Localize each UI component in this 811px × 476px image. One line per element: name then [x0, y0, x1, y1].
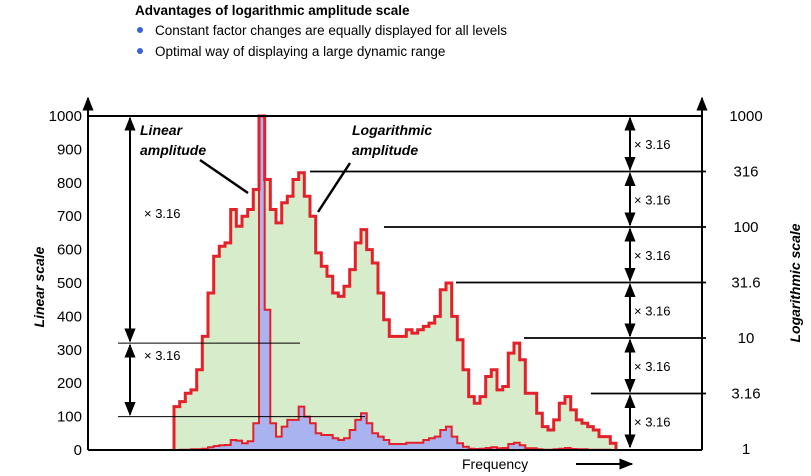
x-axis-label: Frequency — [462, 456, 528, 472]
y-axis-right-label: Logarithmic scale — [787, 223, 803, 342]
left-tick-label: 1000 — [49, 108, 82, 125]
log-pointer-line — [316, 162, 352, 213]
linear-amplitude-fill — [174, 116, 616, 450]
left-tick-label: 900 — [57, 141, 82, 158]
left-tick-label: 300 — [57, 342, 82, 359]
left-tick-label: 400 — [57, 308, 82, 325]
log-amplitude-label: amplitude — [352, 142, 418, 158]
bullet-text: Constant factor changes are equally disp… — [155, 23, 507, 38]
bullet-item: Optimal way of displaying a large dynami… — [137, 44, 445, 59]
right-tick-label: 1000 — [729, 108, 762, 125]
page-title: Advantages of logarithmic amplitude scal… — [135, 3, 410, 18]
left-tick-label: 800 — [57, 175, 82, 192]
axes — [82, 96, 708, 470]
log-amplitude-line — [172, 114, 618, 450]
log-factor-label: × 3.16 — [634, 248, 671, 263]
log-factor-label: × 3.16 — [634, 192, 671, 207]
linear-factor-label: × 3.16 — [144, 348, 181, 363]
left-tick-label: 200 — [57, 375, 82, 392]
linear-pointer-line — [199, 158, 249, 195]
bullet-dot-icon — [137, 27, 143, 34]
text-annotations: Linear amplitude Logarithmic amplitude L… — [31, 122, 803, 472]
factor-arrows: × 3.16 × 3.16 × 3.16 × 3.16 × 3.16 × 3.16 × 3.… — [124, 116, 671, 449]
log-factor-label: × 3.16 — [634, 359, 671, 374]
left-tick-label: 500 — [57, 275, 82, 292]
linear-amplitude-label: Linear — [140, 122, 184, 138]
right-tick-label: 31.6 — [731, 275, 760, 292]
left-tick-label: 0 — [74, 442, 82, 459]
right-tick-label: 100 — [733, 219, 758, 236]
right-tick-label: 1 — [742, 441, 750, 458]
linear-factor-label: × 3.16 — [144, 206, 181, 221]
left-tick-label: 100 — [57, 409, 82, 426]
right-tick-label: 10 — [738, 330, 755, 347]
spectrum-areas — [172, 114, 618, 451]
guide-lines — [118, 170, 706, 418]
log-factor-label: × 3.16 — [634, 137, 671, 152]
linear-amplitude-label: amplitude — [140, 142, 206, 158]
tick-labels: 1000900800700600500400300200100010003161… — [49, 108, 763, 459]
log-amplitude-label: Logarithmic — [352, 122, 432, 138]
right-tick-label: 316 — [733, 164, 758, 181]
bullet-item: Constant factor changes are equally disp… — [137, 23, 507, 38]
right-tick-label: 3.16 — [731, 386, 760, 403]
log-factor-label: × 3.16 — [634, 414, 671, 429]
bullet-dot-icon — [137, 48, 143, 55]
log-factor-label: × 3.16 — [634, 303, 671, 318]
left-tick-label: 700 — [57, 208, 82, 225]
log-amplitude-fill — [174, 116, 616, 450]
linear-amplitude-line — [174, 115, 616, 451]
y-axis-left-label: Linear scale — [31, 246, 47, 327]
left-tick-label: 600 — [57, 242, 82, 259]
bullet-text: Optimal way of displaying a large dynami… — [155, 44, 446, 59]
header: Advantages of logarithmic amplitude scal… — [0, 0, 811, 90]
